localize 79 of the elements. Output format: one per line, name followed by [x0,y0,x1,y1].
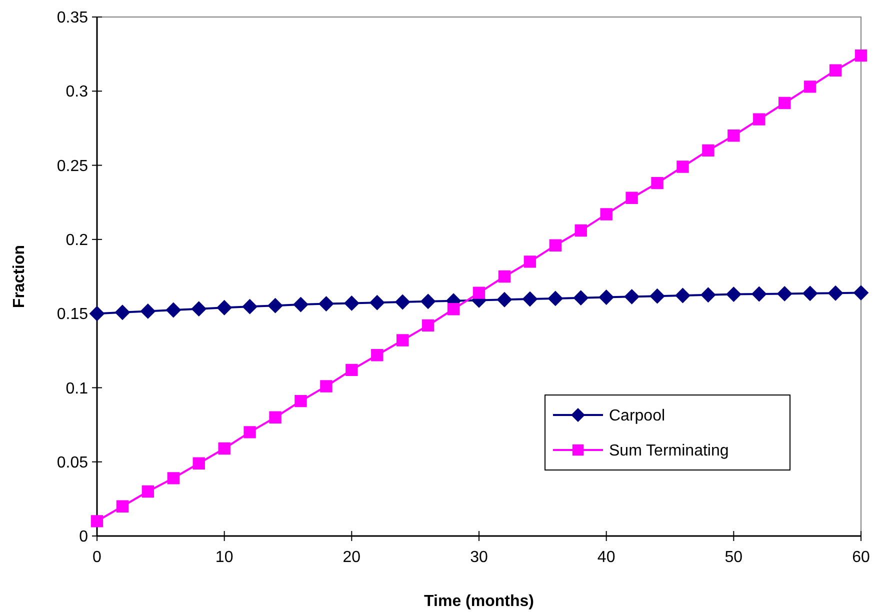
y-axis-title: Fraction [11,244,28,308]
point [548,290,563,306]
y-tick-label: 0.15 [56,306,88,324]
point [522,292,538,307]
point [216,300,232,316]
point [218,442,230,455]
point [90,515,104,528]
point [371,348,384,362]
y-tick-label: 0.35 [56,10,88,27]
point [420,294,436,309]
point [676,160,689,173]
x-tick-label: 0 [92,549,102,566]
point [650,288,665,304]
y-tick-label: 0.1 [66,380,88,398]
point [549,239,562,252]
point [626,192,638,204]
x-tick-label: 50 [724,549,743,566]
point [318,296,334,312]
y-tick-label: 0.25 [56,158,88,175]
point [726,286,742,302]
point [598,290,614,305]
point [574,224,587,237]
point [192,457,205,470]
point [396,334,409,346]
point [140,304,156,319]
point [269,411,282,424]
point [702,144,714,157]
x-tick-label: 60 [852,549,870,566]
point [293,297,308,312]
point [728,130,740,142]
point [191,301,206,316]
x-tick-label: 40 [597,549,616,566]
point [778,96,791,110]
point [268,298,283,314]
point [472,286,486,299]
point [804,80,816,93]
y-tick-label: 0 [79,528,88,546]
point [447,303,460,316]
point [700,287,716,302]
point [600,208,612,220]
y-tick-label: 0.2 [66,232,88,250]
point [90,306,104,322]
point [395,294,410,310]
point [802,286,818,301]
y-tick-label: 0.3 [66,84,88,101]
point [496,292,512,308]
point [370,295,385,310]
point [624,289,640,304]
point [244,426,256,438]
point [346,364,358,376]
point [344,296,360,311]
point [777,286,792,302]
point [854,49,868,62]
point [294,394,307,408]
point [166,302,181,318]
x-axis-title: Time (months) [424,593,534,610]
point [142,485,154,498]
x-tick-label: 20 [342,549,361,566]
point [829,64,842,76]
point [752,286,767,302]
y-tick-label: 0.05 [56,454,88,472]
point [573,290,588,306]
point [753,113,766,126]
point [422,319,434,332]
point [828,286,844,301]
x-tick-label: 30 [470,549,488,566]
point [114,304,130,320]
x-tick-label: 10 [215,549,234,566]
legend-label: Sum Terminating [609,442,729,460]
legend-label: Carpool [609,408,666,425]
point [498,270,511,283]
point [524,256,536,268]
point [651,176,664,190]
point [854,285,868,300]
point [675,288,690,303]
point [167,472,180,484]
point [320,380,332,392]
point [116,500,129,512]
point [242,299,258,314]
